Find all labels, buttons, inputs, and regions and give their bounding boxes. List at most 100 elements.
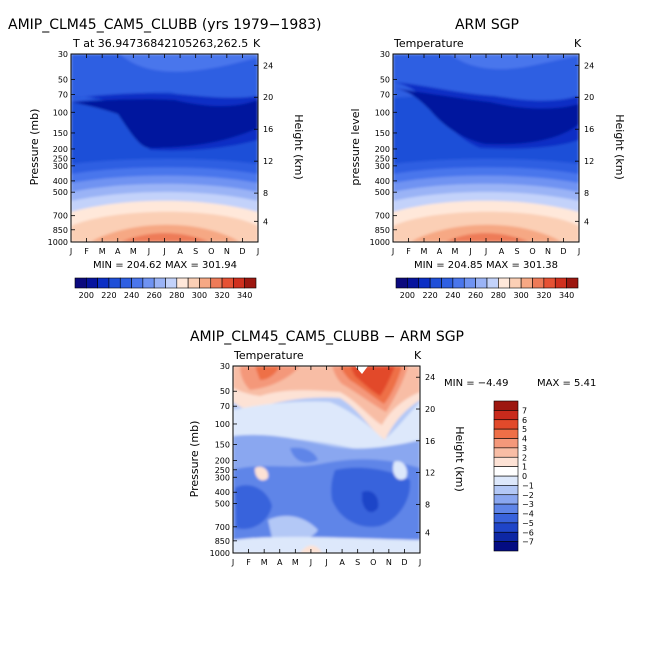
colorbar-label: 7 bbox=[522, 406, 527, 415]
panel-model-y2label: Height (km) bbox=[292, 114, 305, 180]
y-tick-label: 500 bbox=[375, 188, 390, 197]
panel-difference-y2label: Height (km) bbox=[453, 426, 466, 492]
x-tick-label: J bbox=[256, 247, 259, 256]
y-tick-label: 50 bbox=[380, 75, 390, 84]
panel-model-ylabel: Pressure (mb) bbox=[28, 109, 41, 186]
y-tick-label: 1000 bbox=[370, 238, 390, 247]
panel-difference-title: AMIP_CLM45_CAM5_CLUBB − ARM SGP bbox=[190, 329, 464, 345]
colorbar-label: 300 bbox=[513, 291, 528, 300]
panel-difference-stats-min: MIN = −4.49 bbox=[444, 378, 508, 389]
y-tick-label: 1000 bbox=[210, 549, 230, 558]
colorbar-swatch bbox=[108, 277, 121, 289]
x-tick-label: O bbox=[370, 558, 376, 567]
y-tick-label: 150 bbox=[215, 441, 230, 450]
y-tick-label: 150 bbox=[53, 129, 68, 138]
colorbar-swatch bbox=[463, 277, 476, 289]
panel-model-colorbar: 200 220 240 260 280 300 320 340 bbox=[74, 277, 257, 300]
colorbar-swatch bbox=[119, 277, 132, 289]
colorbar-label: −6 bbox=[522, 528, 534, 537]
y-tick-label: 70 bbox=[380, 90, 390, 99]
colorbar-label: 280 bbox=[169, 291, 184, 300]
x-tick-label: J bbox=[324, 558, 327, 567]
y-tick-label: 50 bbox=[58, 75, 68, 84]
panel-observation-stats: MIN = 204.85 MAX = 301.38 bbox=[414, 260, 558, 271]
colorbar-swatch bbox=[493, 456, 519, 467]
colorbar-label: 340 bbox=[237, 291, 252, 300]
colorbar-swatch bbox=[498, 277, 511, 289]
colorbar-swatch bbox=[509, 277, 522, 289]
colorbar-label: −4 bbox=[522, 510, 534, 519]
colorbar-label: 2 bbox=[522, 453, 527, 462]
y-tick-label: 250 bbox=[53, 154, 68, 163]
x-tick-label: N bbox=[224, 247, 230, 256]
x-tick-label: S bbox=[355, 558, 360, 567]
panel-model: AMIP_CLM45_CAM5_CLUBB (yrs 1979−1983) T … bbox=[8, 17, 322, 300]
x-tick-label: M bbox=[421, 247, 428, 256]
panel-observation-axes: J F M A M J J A S O N D J305070100150200250300400500… bbox=[370, 50, 595, 256]
y-tick-label: 200 bbox=[53, 145, 68, 154]
y2-tick-label: 4 bbox=[263, 217, 268, 226]
x-tick-label: A bbox=[437, 247, 443, 256]
colorbar-swatch bbox=[199, 277, 212, 289]
colorbar-swatch bbox=[187, 277, 200, 289]
colorbar-swatch bbox=[493, 447, 519, 458]
y2-tick-label: 24 bbox=[425, 373, 435, 382]
panel-difference-units: K bbox=[414, 349, 422, 362]
x-tick-label: F bbox=[246, 558, 251, 567]
y2-tick-label: 16 bbox=[425, 437, 435, 446]
colorbar-swatch bbox=[486, 277, 499, 289]
colorbar-swatch bbox=[131, 277, 144, 289]
colorbar-label: 4 bbox=[522, 435, 527, 444]
x-tick-label: J bbox=[484, 247, 487, 256]
panel-model-title: AMIP_CLM45_CAM5_CLUBB (yrs 1979−1983) bbox=[8, 17, 322, 33]
y-tick-label: 400 bbox=[53, 177, 68, 186]
x-tick-label: J bbox=[162, 247, 165, 256]
y-tick-label: 1000 bbox=[48, 238, 68, 247]
colorbar-swatch bbox=[532, 277, 545, 289]
y-tick-label: 30 bbox=[380, 50, 390, 59]
colorbar-swatch bbox=[407, 277, 420, 289]
x-tick-label: D bbox=[401, 558, 407, 567]
colorbar-swatch bbox=[493, 485, 519, 496]
colorbar-swatch bbox=[165, 277, 178, 289]
colorbar-swatch bbox=[493, 438, 519, 449]
colorbar-label: 240 bbox=[124, 291, 139, 300]
y-tick-label: 700 bbox=[53, 212, 68, 221]
y-tick-label: 850 bbox=[215, 537, 230, 546]
x-tick-label: F bbox=[84, 247, 89, 256]
y-tick-label: 300 bbox=[215, 473, 230, 482]
colorbar-swatch bbox=[475, 277, 488, 289]
colorbar-swatch bbox=[74, 277, 87, 289]
x-tick-label: M bbox=[452, 247, 459, 256]
colorbar-swatch bbox=[153, 277, 166, 289]
x-tick-label: N bbox=[386, 558, 392, 567]
colorbar-swatch bbox=[566, 277, 579, 289]
colorbar-label: 0 bbox=[522, 472, 527, 481]
x-tick-label: A bbox=[115, 247, 121, 256]
y-tick-label: 850 bbox=[53, 226, 68, 235]
y2-tick-label: 8 bbox=[584, 189, 589, 198]
y-tick-label: 700 bbox=[375, 212, 390, 221]
y-tick-label: 300 bbox=[53, 162, 68, 171]
y-tick-label: 30 bbox=[58, 50, 68, 59]
colorbar-label: 200 bbox=[79, 291, 94, 300]
x-tick-label: O bbox=[208, 247, 214, 256]
y2-tick-label: 4 bbox=[584, 217, 589, 226]
colorbar-label: 6 bbox=[522, 416, 527, 425]
y-tick-label: 150 bbox=[375, 129, 390, 138]
colorbar-label: 260 bbox=[468, 291, 483, 300]
x-tick-label: J bbox=[231, 558, 234, 567]
colorbar-label: 320 bbox=[536, 291, 551, 300]
y-tick-label: 200 bbox=[215, 456, 230, 465]
colorbar-swatch bbox=[493, 531, 519, 542]
x-tick-label: A bbox=[277, 558, 283, 567]
y2-tick-label: 16 bbox=[584, 125, 594, 134]
colorbar-label: −1 bbox=[522, 481, 534, 490]
x-tick-label: A bbox=[177, 247, 183, 256]
colorbar-swatch bbox=[429, 277, 442, 289]
y2-tick-label: 20 bbox=[584, 93, 594, 102]
colorbar-swatch bbox=[142, 277, 155, 289]
colorbar-swatch bbox=[86, 277, 98, 289]
x-tick-label: S bbox=[514, 247, 519, 256]
